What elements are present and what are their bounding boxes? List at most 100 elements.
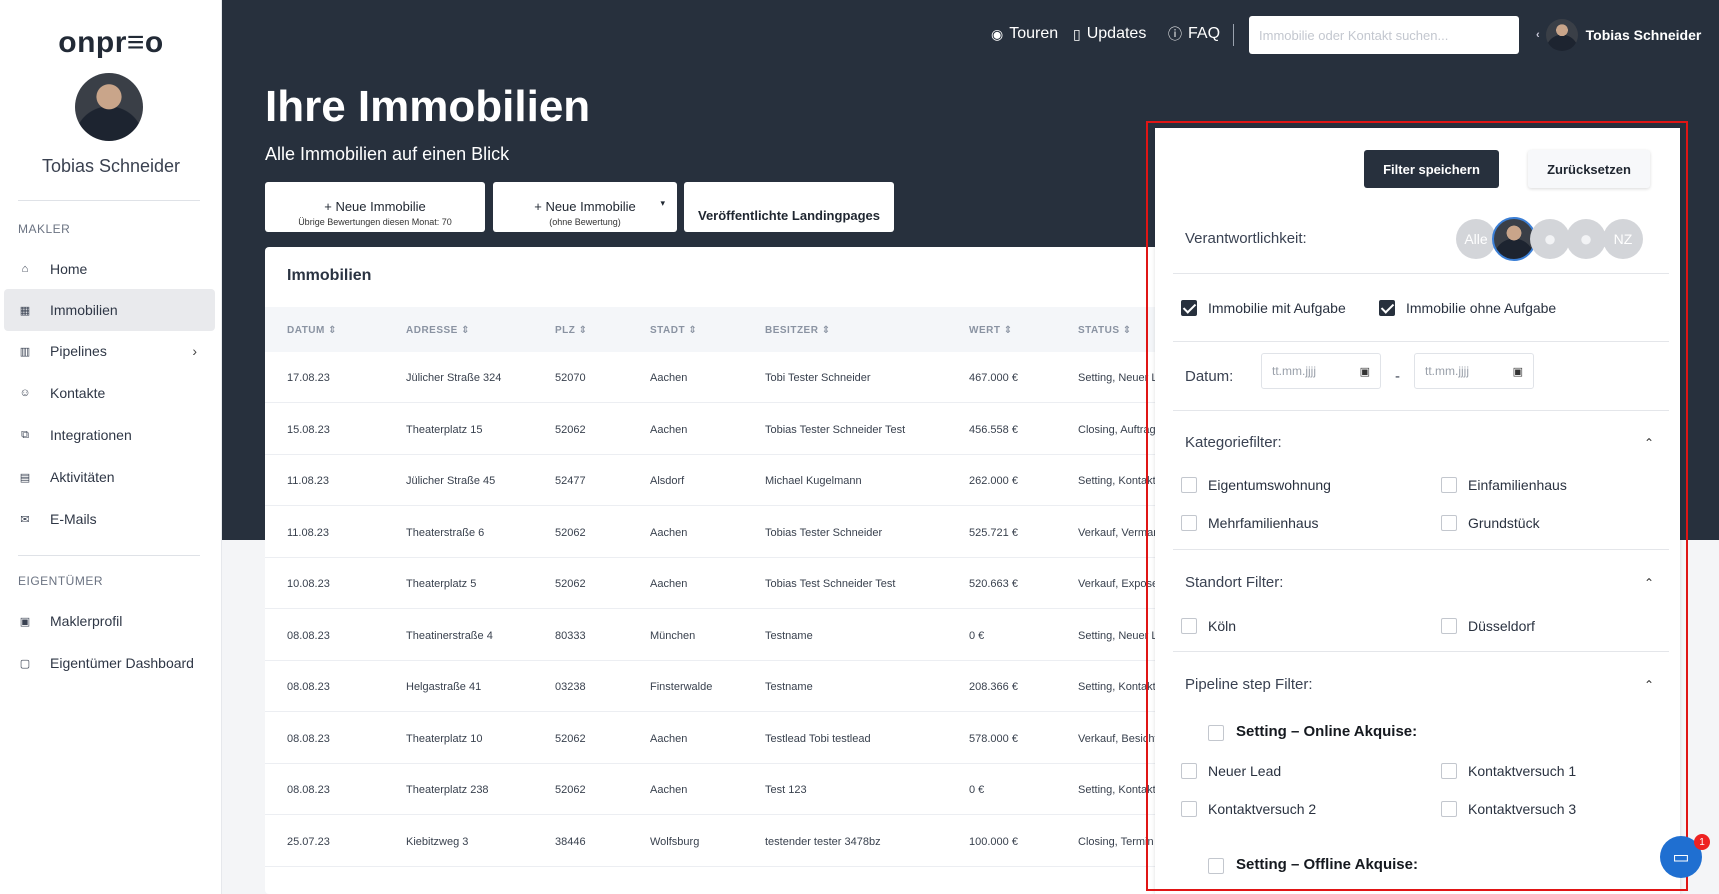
- sidebar-item-label: Kontakte: [50, 385, 106, 401]
- divider: [1173, 273, 1669, 274]
- mail-icon: ✉: [20, 513, 30, 526]
- sidebar-item-kontakte[interactable]: ☺ Kontakte: [4, 372, 215, 414]
- location-checkbox-koeln[interactable]: [1181, 618, 1197, 634]
- nav-faq[interactable]: ⓘ FAQ: [1168, 14, 1220, 54]
- reset-filter-button[interactable]: Zurücksetzen: [1528, 150, 1650, 188]
- button-sublabel: (ohne Bewertung): [549, 217, 621, 227]
- pipeline-checkbox-neuer-lead[interactable]: [1181, 763, 1197, 779]
- avatar[interactable]: [75, 73, 143, 141]
- search-input[interactable]: [1249, 16, 1519, 54]
- nav-touren[interactable]: ◉ Touren: [991, 14, 1058, 54]
- table-row[interactable]: 08.08.23 Theaterplatz 10 52062 Aachen Testle…: [265, 713, 1265, 764]
- cell-wert: 0 €: [969, 784, 985, 796]
- responsibility-chip-person[interactable]: ●: [1566, 219, 1606, 259]
- nav-updates[interactable]: ▯ Updates: [1073, 14, 1146, 54]
- cell-plz: 52477: [555, 475, 586, 487]
- sidebar-item-label: Eigentümer Dashboard: [50, 655, 194, 671]
- new-property-button[interactable]: + Neue Immobilie Übrige Bewertungen dies…: [265, 182, 485, 232]
- new-property-no-eval-button[interactable]: + Neue Immobilie (ohne Bewertung) ▾: [493, 182, 677, 232]
- responsibility-chip-person[interactable]: ●: [1530, 219, 1570, 259]
- sidebar-item-maklerprofil[interactable]: ▣ Maklerprofil: [4, 600, 215, 642]
- sidebar-item-eigentuemer-dashboard[interactable]: ▢ Eigentümer Dashboard: [4, 642, 215, 684]
- column-header-stadt[interactable]: STADT ⇕: [650, 325, 698, 336]
- filter-panel: Filter speichern Zurücksetzen Verantwort…: [1155, 128, 1680, 894]
- compass-icon: ◉: [991, 25, 1004, 42]
- cell-status: Verkauf, Expose: [1078, 578, 1158, 590]
- landingpages-button[interactable]: Veröffentlichte Landingpages: [684, 182, 894, 232]
- pipeline-group-checkbox-offline[interactable]: [1208, 858, 1224, 874]
- save-filter-button[interactable]: Filter speichern: [1364, 150, 1499, 188]
- caret-down-icon: ▾: [660, 198, 665, 208]
- sidebar-item-immobilien[interactable]: ▦ Immobilien: [4, 289, 215, 331]
- contacts-icon: ☺: [19, 387, 31, 399]
- cell-status: Setting, Kontakt: [1078, 681, 1156, 693]
- table-row[interactable]: 08.08.23 Theaterplatz 238 52062 Aachen Test …: [265, 764, 1265, 815]
- column-header-wert[interactable]: WERT ⇕: [969, 325, 1013, 336]
- table-row[interactable]: 25.07.23 Kiebitzweg 3 38446 Wolfsburg testen…: [265, 816, 1265, 867]
- chevron-up-icon[interactable]: ⌃: [1643, 576, 1654, 590]
- category-checkbox-efh[interactable]: [1441, 477, 1457, 493]
- date-to-input[interactable]: tt.mm.jjjj ▣: [1414, 353, 1534, 389]
- column-header-status[interactable]: STATUS ⇕: [1078, 325, 1132, 336]
- cell-datum: 15.08.23: [287, 423, 330, 436]
- cell-besitzer: Tobias Test Schneider Test: [765, 578, 896, 590]
- responsibility-chip-nz[interactable]: NZ: [1603, 219, 1643, 259]
- chevron-up-icon[interactable]: ⌃: [1643, 436, 1654, 450]
- sidebar-item-emails[interactable]: ✉ E-Mails: [4, 498, 215, 540]
- chevron-up-icon[interactable]: ⌃: [1643, 678, 1654, 692]
- cell-stadt: Aachen: [650, 578, 688, 590]
- column-header-besitzer[interactable]: BESITZER ⇕: [765, 325, 831, 336]
- cell-datum: 11.08.23: [287, 526, 330, 539]
- with-task-checkbox[interactable]: [1181, 300, 1197, 316]
- category-checkbox-grundstueck[interactable]: [1441, 515, 1457, 531]
- location-checkbox-duesseldorf[interactable]: [1441, 618, 1457, 634]
- table-row[interactable]: 08.08.23 Theatinerstraße 4 80333 München Tes…: [265, 610, 1265, 661]
- without-task-checkbox[interactable]: [1379, 300, 1395, 316]
- sidebar-item-home[interactable]: ⌂ Home: [4, 248, 215, 290]
- divider: [18, 200, 200, 201]
- cell-adresse: Theatinerstraße 4: [406, 629, 493, 642]
- cell-wert: 0 €: [969, 629, 985, 642]
- date-from-input[interactable]: tt.mm.jjjj ▣: [1261, 353, 1381, 389]
- chevron-right-icon: ›: [192, 343, 197, 359]
- pipeline-group-checkbox-online[interactable]: [1208, 725, 1224, 741]
- user-menu[interactable]: ‹ Tobias Schneider: [1536, 18, 1701, 52]
- button-label: + Neue Immobilie: [324, 199, 426, 214]
- nav-touren-label: Touren: [1009, 25, 1059, 42]
- sidebar-item-aktivitaeten[interactable]: ▤ Aktivitäten: [4, 456, 215, 498]
- table-row[interactable]: 08.08.23 Helgastraße 41 03238 Finsterwalde T…: [265, 661, 1265, 712]
- with-task-label: Immobilie mit Aufgabe: [1208, 300, 1346, 316]
- column-header-plz[interactable]: PLZ ⇕: [555, 325, 588, 336]
- column-header-datum[interactable]: DATUM ⇕: [287, 325, 338, 336]
- cell-stadt: München: [650, 629, 696, 642]
- responsibility-label: Verantwortlichkeit:: [1185, 230, 1307, 247]
- sidebar-item-pipelines[interactable]: ▥ Pipelines ›: [4, 330, 215, 372]
- cell-stadt: Aachen: [650, 784, 688, 796]
- sidebar-item-label: Aktivitäten: [50, 469, 115, 485]
- pipeline-checkbox-kontaktversuch-3[interactable]: [1441, 801, 1457, 817]
- building-icon: ▦: [19, 304, 31, 317]
- responsibility-chip-user[interactable]: [1492, 217, 1536, 261]
- responsibility-chip-all[interactable]: Alle: [1456, 219, 1496, 259]
- cell-status: Setting, Kontakt: [1078, 475, 1156, 487]
- cell-plz: 80333: [555, 629, 586, 642]
- pipeline-checkbox-kontaktversuch-2[interactable]: [1181, 801, 1197, 817]
- table-row[interactable]: 17.08.23 Jülicher Straße 324 52070 Aachen To…: [265, 352, 1265, 403]
- page-subtitle: Alle Immobilien auf einen Blick: [265, 144, 510, 164]
- column-header-adresse[interactable]: ADRESSE ⇕: [406, 325, 471, 336]
- without-task-label: Immobilie ohne Aufgabe: [1406, 300, 1557, 316]
- category-checkbox-etw[interactable]: [1181, 477, 1197, 493]
- book-icon: ▯: [1073, 25, 1081, 42]
- cell-wert: 520.663 €: [969, 578, 1018, 590]
- table-row[interactable]: 11.08.23 Theaterstraße 6 52062 Aachen Tobias…: [265, 507, 1265, 558]
- table-row[interactable]: 15.08.23 Theaterplatz 15 52062 Aachen Tobias…: [265, 404, 1265, 455]
- pipeline-checkbox-kontaktversuch-1[interactable]: [1441, 763, 1457, 779]
- sidebar-item-integrationen[interactable]: ⧉ Integrationen: [4, 414, 215, 456]
- cell-wert: 578.000 €: [969, 732, 1018, 745]
- location-label: Köln: [1208, 618, 1237, 634]
- category-checkbox-mfh[interactable]: [1181, 515, 1197, 531]
- table-row[interactable]: 11.08.23 Jülicher Straße 45 52477 Alsdorf Mi…: [265, 455, 1265, 506]
- sidebar: onpr≡o Tobias Schneider MAKLER ⌂ Home ▦ …: [0, 0, 222, 894]
- table-row[interactable]: 10.08.23 Theaterplatz 5 52062 Aachen Tobias …: [265, 558, 1265, 609]
- logo[interactable]: onpr≡o: [58, 26, 164, 59]
